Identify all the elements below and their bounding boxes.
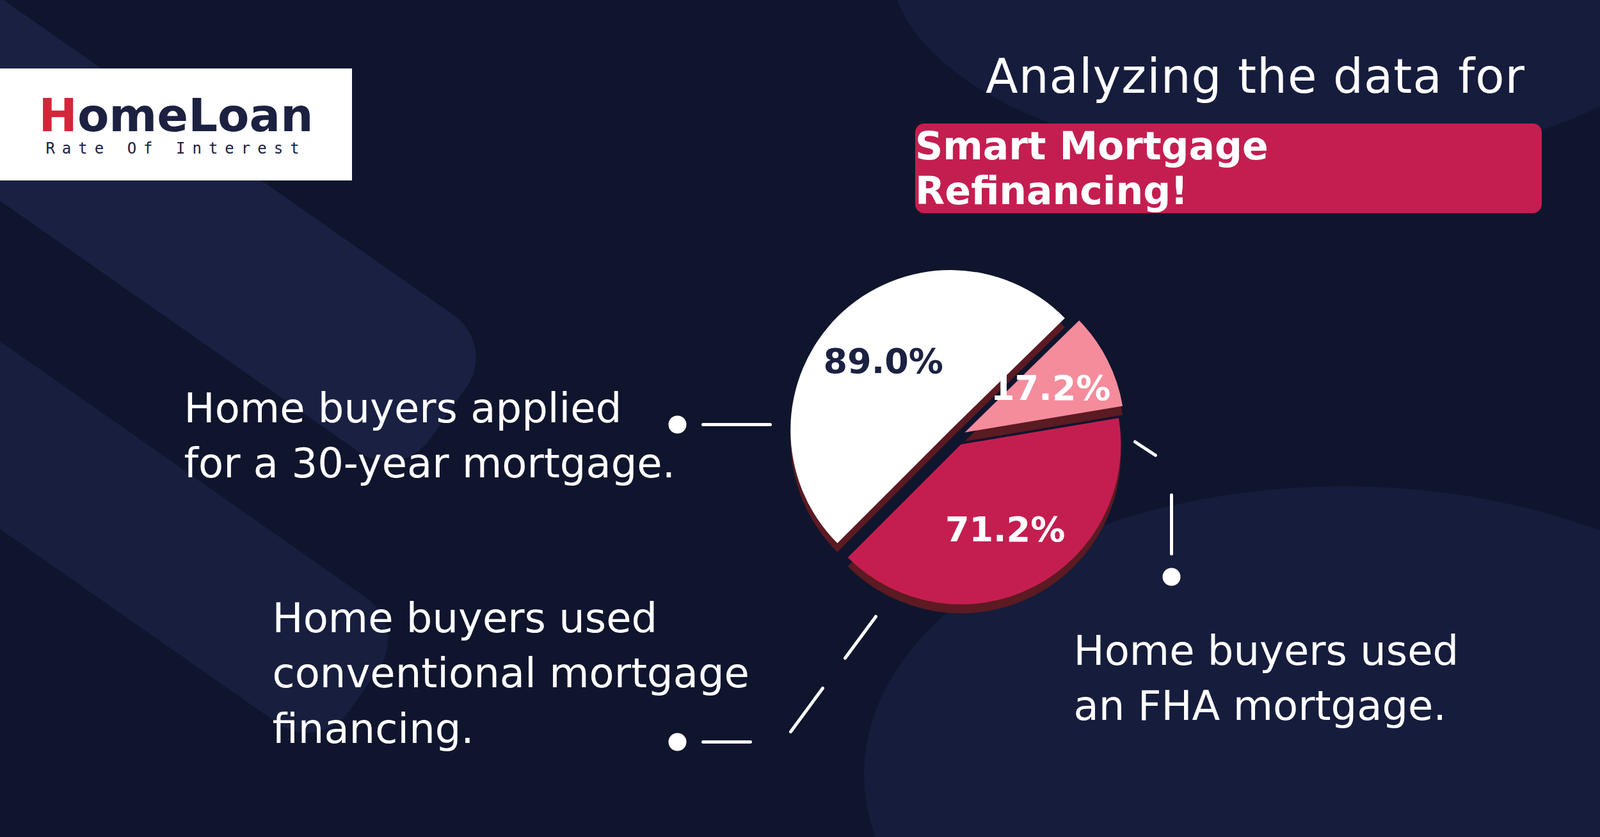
svg-text:89.0%: 89.0% — [823, 341, 943, 382]
html-text:Smart Mortgage Refinancing!: Smart Mortgage Refinancing! — [915, 123, 1269, 214]
svg-text:71.2%: 71.2% — [945, 509, 1065, 550]
svg-text:17.2%: 17.2% — [990, 368, 1111, 409]
svg-text:Home buyers appliedfor a 30-ye: Home buyers appliedfor a 30-year mortgag… — [184, 384, 676, 488]
html-text:Analyzing the data for: Analyzing the data for — [985, 48, 1526, 104]
html-text:HomeLoan: HomeLoan — [38, 88, 314, 142]
svg-text:Home buyers usedconventional m: Home buyers usedconventional mortgagefin… — [272, 594, 750, 753]
html-text:Rate Of Interest: Rate Of Interest — [45, 139, 307, 158]
svg-text:Home buyers usedan FHA mortgag: Home buyers usedan FHA mortgage. — [1073, 627, 1460, 730]
